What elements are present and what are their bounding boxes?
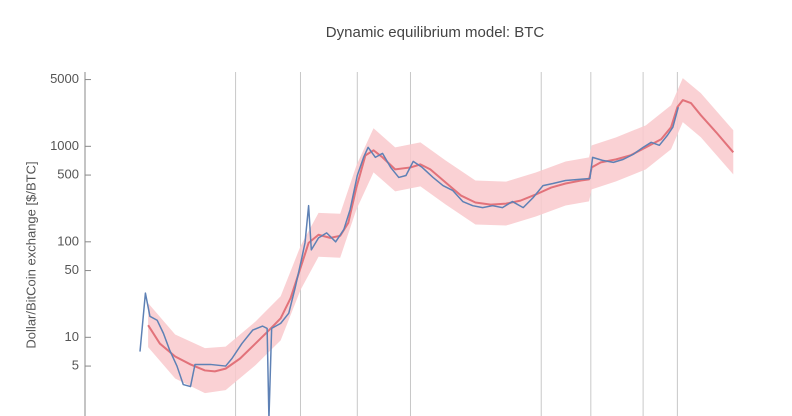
plot-area bbox=[139, 78, 735, 416]
y-tick-label: 5 bbox=[72, 358, 79, 373]
y-tick-label: 10 bbox=[65, 329, 79, 344]
model-line bbox=[147, 99, 735, 373]
y-tick-label: 5000 bbox=[50, 71, 79, 86]
chart-title: Dynamic equilibrium model: BTC bbox=[326, 24, 545, 41]
model-band bbox=[148, 78, 734, 394]
y-axis: 5 10 50 100 500 1000 5000 bbox=[50, 71, 91, 416]
price-line bbox=[139, 106, 680, 416]
y-tick-label: 100 bbox=[57, 233, 79, 248]
y-tick-label: 500 bbox=[57, 167, 79, 182]
y-tick-label: 50 bbox=[65, 262, 79, 277]
y-axis-label: Dollar/BitCoin exchange [$/BTC] bbox=[23, 161, 38, 348]
y-tick-label: 1000 bbox=[50, 138, 79, 153]
